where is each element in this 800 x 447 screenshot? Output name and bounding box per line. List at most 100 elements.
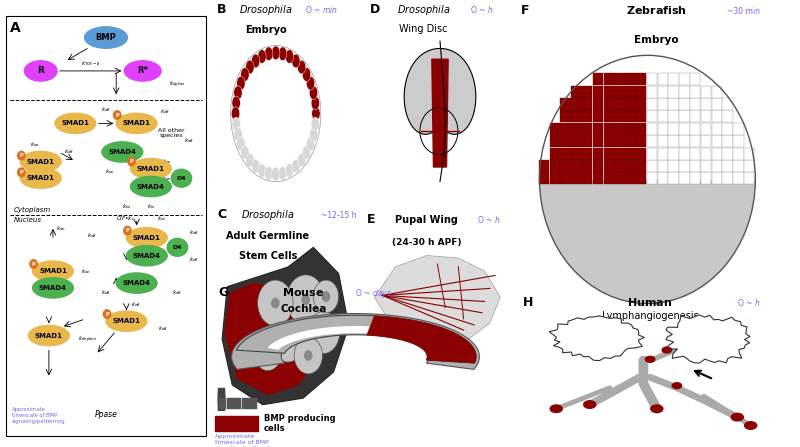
FancyBboxPatch shape (701, 173, 711, 185)
FancyBboxPatch shape (604, 86, 614, 97)
FancyBboxPatch shape (701, 135, 711, 147)
Ellipse shape (130, 177, 171, 197)
Ellipse shape (167, 238, 187, 256)
Ellipse shape (33, 278, 74, 298)
Text: k$_{\rm off}$: k$_{\rm off}$ (160, 107, 170, 116)
FancyBboxPatch shape (561, 173, 571, 185)
FancyBboxPatch shape (646, 73, 658, 85)
FancyBboxPatch shape (636, 98, 646, 110)
Text: k$_{\rm on}$: k$_{\rm on}$ (162, 157, 172, 166)
FancyBboxPatch shape (561, 123, 571, 135)
FancyBboxPatch shape (604, 73, 614, 85)
FancyBboxPatch shape (219, 398, 226, 409)
FancyBboxPatch shape (571, 173, 582, 185)
FancyBboxPatch shape (711, 148, 722, 160)
Text: SMAD4: SMAD4 (122, 280, 150, 286)
FancyBboxPatch shape (658, 73, 668, 85)
Text: O ~ $\it{days}$: O ~ $\it{days}$ (355, 287, 393, 300)
Text: k$_{\rm on}$: k$_{\rm on}$ (81, 267, 90, 276)
FancyBboxPatch shape (711, 123, 722, 135)
Circle shape (286, 275, 325, 325)
FancyBboxPatch shape (636, 135, 646, 147)
Text: SMAD1: SMAD1 (26, 159, 54, 164)
FancyBboxPatch shape (658, 160, 668, 172)
Ellipse shape (244, 65, 308, 162)
Text: $\it{Drosophila}$: $\it{Drosophila}$ (239, 3, 293, 17)
Circle shape (265, 47, 273, 61)
FancyBboxPatch shape (636, 173, 646, 185)
Text: SMAD1: SMAD1 (26, 175, 54, 181)
Text: k$_{\rm dephos}$: k$_{\rm dephos}$ (78, 335, 97, 346)
Text: k$_{\rm off}$: k$_{\rm off}$ (189, 255, 199, 264)
FancyBboxPatch shape (646, 86, 658, 97)
Text: k$_{\rm dphos}$: k$_{\rm dphos}$ (169, 80, 186, 90)
FancyBboxPatch shape (668, 123, 679, 135)
Text: k$_{\rm off}$: k$_{\rm off}$ (158, 324, 168, 333)
Circle shape (650, 405, 663, 413)
FancyBboxPatch shape (711, 135, 722, 147)
Circle shape (231, 107, 240, 120)
Text: k$_{\rm on}$: k$_{\rm on}$ (30, 140, 39, 149)
Text: O ~ $\it{min}$: O ~ $\it{min}$ (305, 4, 338, 15)
FancyBboxPatch shape (604, 110, 614, 122)
Circle shape (286, 164, 294, 177)
Text: $\it{Drosophila}$: $\it{Drosophila}$ (397, 3, 450, 17)
FancyBboxPatch shape (250, 398, 257, 409)
FancyBboxPatch shape (722, 135, 733, 147)
FancyBboxPatch shape (722, 173, 733, 185)
Text: k$_{\rm off}$: k$_{\rm off}$ (189, 228, 199, 237)
Ellipse shape (124, 61, 161, 81)
FancyBboxPatch shape (722, 98, 733, 110)
FancyBboxPatch shape (218, 394, 225, 409)
FancyBboxPatch shape (582, 123, 593, 135)
FancyBboxPatch shape (690, 98, 700, 110)
FancyBboxPatch shape (636, 73, 646, 85)
FancyBboxPatch shape (658, 86, 668, 97)
Text: $\mathbf{Zebrafish}$: $\mathbf{Zebrafish}$ (626, 4, 687, 17)
Circle shape (305, 351, 312, 360)
FancyBboxPatch shape (658, 123, 668, 135)
Text: SMAD4: SMAD4 (39, 285, 67, 291)
FancyBboxPatch shape (614, 148, 625, 160)
Text: D4: D4 (173, 245, 182, 250)
Circle shape (278, 166, 287, 180)
FancyBboxPatch shape (646, 98, 658, 110)
FancyBboxPatch shape (614, 73, 625, 85)
FancyBboxPatch shape (604, 98, 614, 110)
Circle shape (302, 146, 310, 160)
Text: Approximate
timescale of BMP
signaling/patterning: Approximate timescale of BMP signaling/p… (215, 434, 278, 447)
FancyBboxPatch shape (625, 173, 636, 185)
Circle shape (278, 47, 287, 61)
Text: k$_{\rm ex}$: k$_{\rm ex}$ (122, 202, 131, 211)
FancyBboxPatch shape (571, 98, 582, 110)
Circle shape (114, 111, 121, 119)
FancyBboxPatch shape (690, 110, 700, 122)
FancyBboxPatch shape (722, 148, 733, 160)
Text: P: P (130, 159, 134, 164)
FancyBboxPatch shape (571, 110, 582, 122)
FancyBboxPatch shape (550, 135, 560, 147)
Circle shape (745, 422, 757, 429)
FancyBboxPatch shape (679, 73, 690, 85)
FancyBboxPatch shape (690, 148, 700, 160)
Text: k$_{\rm TGF-β}$: k$_{\rm TGF-β}$ (81, 60, 101, 70)
Circle shape (292, 54, 300, 68)
Circle shape (246, 153, 254, 167)
Text: SMAD1: SMAD1 (133, 235, 161, 241)
Circle shape (731, 413, 743, 421)
Text: Lymph
Sac: Lymph Sac (694, 330, 720, 349)
Ellipse shape (116, 113, 157, 134)
Circle shape (128, 157, 135, 166)
FancyBboxPatch shape (582, 160, 593, 172)
FancyBboxPatch shape (614, 86, 625, 97)
FancyBboxPatch shape (733, 123, 743, 135)
Circle shape (311, 96, 319, 110)
Circle shape (241, 67, 249, 81)
FancyBboxPatch shape (614, 173, 625, 185)
Circle shape (271, 46, 280, 60)
Circle shape (232, 96, 240, 110)
Circle shape (246, 60, 254, 74)
Polygon shape (549, 316, 645, 361)
Circle shape (584, 401, 596, 408)
Circle shape (285, 338, 291, 347)
